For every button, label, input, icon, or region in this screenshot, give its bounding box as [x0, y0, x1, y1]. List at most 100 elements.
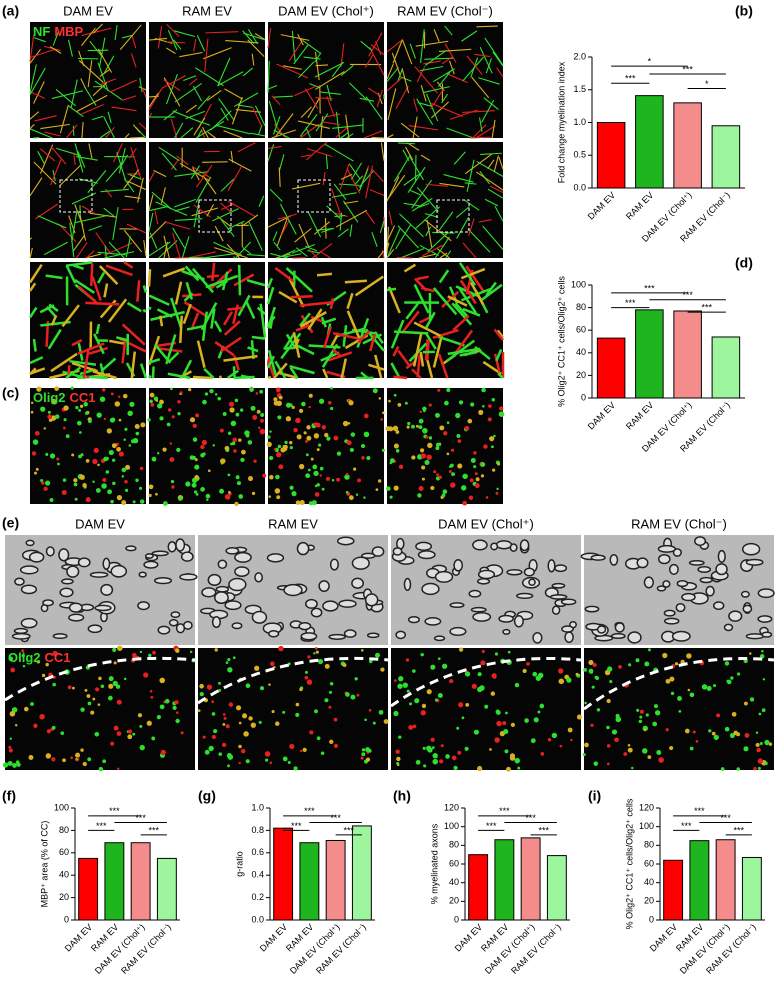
- fiber: [148, 88, 162, 111]
- cell: [468, 495, 474, 500]
- cell: [446, 388, 451, 393]
- cell: [259, 686, 265, 691]
- fiber: [484, 37, 504, 66]
- fiber: [409, 189, 421, 196]
- cell: [446, 421, 450, 425]
- cell: [494, 652, 499, 656]
- cell: [499, 406, 504, 411]
- cell: [757, 766, 761, 770]
- cell: [418, 418, 424, 424]
- x-tick-label: RAM EV (Chol⁻): [119, 922, 173, 976]
- cell: [421, 477, 425, 481]
- cell: [628, 663, 632, 667]
- y-tick-label: 1.0: [251, 802, 264, 812]
- fiber: [386, 226, 389, 254]
- bar: [635, 95, 664, 189]
- fiber: [475, 125, 496, 139]
- cell: [243, 731, 249, 737]
- cell: [227, 473, 231, 477]
- axon: [322, 600, 339, 612]
- cell: [330, 406, 334, 411]
- cell: [124, 427, 128, 431]
- stain: MBP: [54, 24, 83, 39]
- cell: [54, 386, 59, 391]
- cell: [127, 410, 133, 417]
- axon: [296, 541, 310, 556]
- fiber: [298, 223, 310, 248]
- cell: [345, 692, 350, 697]
- cell: [755, 742, 760, 748]
- fiber: [308, 248, 318, 259]
- cell: [252, 415, 258, 420]
- cell: [333, 743, 339, 748]
- cell: [364, 718, 367, 722]
- axon: [551, 582, 566, 589]
- cell: [177, 400, 181, 404]
- axon: [610, 633, 626, 640]
- axon: [100, 583, 114, 596]
- cell: [241, 749, 246, 754]
- fiber: [288, 38, 305, 62]
- cell: [266, 441, 272, 448]
- cell: [701, 684, 708, 690]
- fiber: [289, 365, 315, 375]
- axon: [58, 548, 70, 562]
- fiber: [452, 314, 470, 332]
- fiber: [447, 347, 481, 356]
- cell: [315, 650, 319, 654]
- axon: [723, 623, 734, 632]
- y-tick-label: 0.5: [573, 150, 586, 160]
- fiber: [127, 173, 142, 180]
- axon: [180, 551, 194, 562]
- cell: [167, 408, 172, 412]
- axon: [532, 631, 543, 644]
- cell: [291, 491, 297, 497]
- cell: [56, 457, 60, 461]
- fiber: [447, 295, 468, 307]
- cell: [490, 691, 496, 696]
- fiber: [148, 95, 159, 98]
- cell: [139, 744, 145, 751]
- axon: [215, 585, 230, 593]
- cell: [75, 752, 81, 758]
- cell: [642, 748, 648, 754]
- axon: [424, 617, 442, 626]
- y-axis-label: Fold change myelination index: [556, 61, 566, 183]
- fiber: [223, 130, 243, 139]
- cell: [393, 710, 399, 717]
- cell: [406, 425, 410, 429]
- cell: [200, 487, 205, 492]
- significance-label: ***: [96, 821, 107, 831]
- fiber: [92, 115, 104, 121]
- cell: [269, 430, 272, 433]
- cell: [192, 423, 197, 428]
- cell: [316, 448, 320, 452]
- cell: [247, 476, 254, 482]
- panel-label: (i): [588, 788, 601, 804]
- bar: [273, 827, 294, 921]
- cell: [30, 702, 34, 706]
- fiber: [227, 306, 243, 311]
- cell: [269, 475, 274, 480]
- cell: [28, 755, 34, 760]
- y-tick-label: 1.0: [573, 117, 586, 127]
- y-tick-label: 100: [639, 821, 654, 831]
- fiber: [346, 133, 354, 139]
- cell: [346, 440, 352, 446]
- cell: [299, 499, 305, 506]
- cell: [477, 765, 483, 772]
- axon: [547, 559, 556, 573]
- axon: [584, 605, 600, 613]
- panel-label: (g): [198, 788, 216, 804]
- cell: [392, 425, 399, 432]
- cell: [329, 739, 334, 745]
- fiber: [466, 159, 475, 192]
- cell: [526, 662, 530, 666]
- fiber: [399, 213, 424, 238]
- fiber: [202, 126, 209, 139]
- fiber: [276, 218, 288, 247]
- cell: [247, 440, 253, 445]
- cell: [202, 399, 207, 405]
- cell: [92, 480, 95, 483]
- bar: [711, 125, 741, 189]
